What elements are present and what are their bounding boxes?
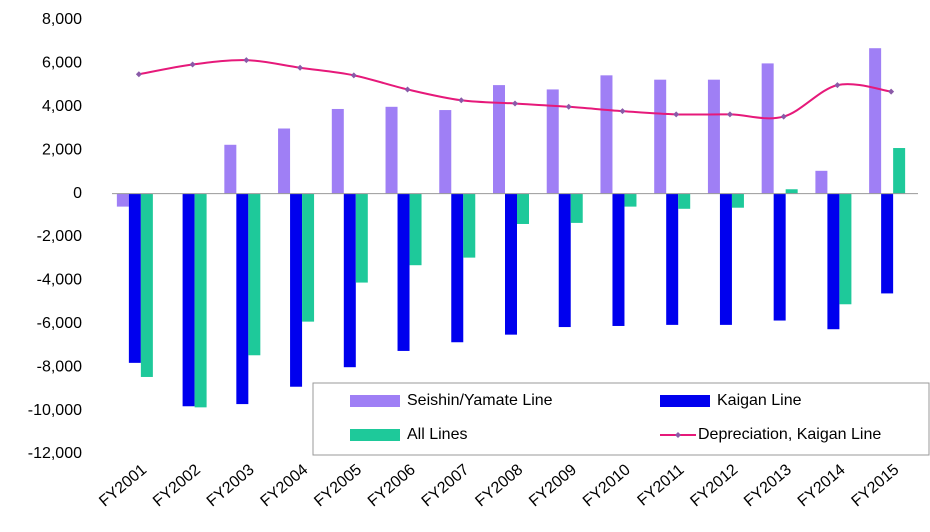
bar xyxy=(654,79,667,194)
legend-swatch xyxy=(675,432,681,438)
bar xyxy=(278,128,291,194)
x-tick-label: FY2002 xyxy=(150,461,204,510)
y-tick-label: 0 xyxy=(73,185,82,202)
bar xyxy=(624,193,637,207)
point xyxy=(888,88,895,95)
bar xyxy=(493,85,505,194)
x-tick-label: FY2007 xyxy=(419,461,473,510)
bar xyxy=(570,193,583,223)
bar xyxy=(409,193,422,266)
legend-label: Kaigan Line xyxy=(717,392,802,409)
bar xyxy=(839,193,852,305)
bar xyxy=(719,193,732,325)
x-tick-label: FY2014 xyxy=(795,461,849,510)
y-tick-label: -12,000 xyxy=(28,445,82,462)
bar xyxy=(451,193,464,343)
bar xyxy=(707,79,720,194)
legend-label: All Lines xyxy=(407,426,467,443)
legend-box xyxy=(312,382,930,456)
point xyxy=(512,100,518,107)
point xyxy=(458,97,465,104)
point xyxy=(404,86,411,93)
x-tick-label: FY2006 xyxy=(365,461,419,510)
x-tick-label: FY2005 xyxy=(311,461,365,510)
bar xyxy=(331,108,344,194)
bar xyxy=(140,193,153,377)
bar xyxy=(815,170,828,194)
bar xyxy=(236,193,249,405)
bar xyxy=(182,193,195,407)
bar xyxy=(881,193,894,294)
point xyxy=(619,108,626,115)
x-tick-label: FY2012 xyxy=(687,461,741,510)
x-tick-label: FY2015 xyxy=(849,461,903,510)
y-tick-label: 6,000 xyxy=(42,55,82,72)
x-tick-label: FY2004 xyxy=(257,461,311,510)
point xyxy=(350,72,357,79)
bar xyxy=(558,193,571,328)
bar xyxy=(773,193,786,321)
point xyxy=(726,111,733,118)
bar xyxy=(546,89,559,194)
legend-swatch xyxy=(350,429,400,441)
bar xyxy=(302,193,315,322)
x-tick-label: FY2008 xyxy=(472,461,526,510)
legend-swatch xyxy=(350,395,400,407)
bar xyxy=(600,75,613,194)
bar xyxy=(678,193,691,209)
bar xyxy=(116,193,129,207)
bar xyxy=(893,148,906,194)
bar xyxy=(869,48,882,194)
bar xyxy=(128,193,141,363)
bar xyxy=(248,193,261,356)
bar xyxy=(343,193,356,368)
legend-swatch xyxy=(660,395,710,407)
y-tick-label: -8,000 xyxy=(37,358,82,375)
y-tick-label: 4,000 xyxy=(42,98,82,115)
bar xyxy=(290,193,303,387)
bar xyxy=(666,193,679,325)
point xyxy=(834,82,841,89)
point xyxy=(297,64,304,71)
bar xyxy=(224,144,237,194)
legend-label: Seishin/Yamate Line xyxy=(407,392,553,409)
bar xyxy=(517,193,529,224)
bar xyxy=(785,189,798,194)
bar xyxy=(439,110,452,194)
point xyxy=(243,57,250,64)
point xyxy=(780,113,787,120)
point xyxy=(189,61,196,68)
bar xyxy=(761,63,774,194)
y-tick-label: -6,000 xyxy=(37,315,82,332)
bar xyxy=(731,193,744,208)
bar xyxy=(385,106,398,194)
legend-label: Depreciation, Kaigan Line xyxy=(698,426,881,443)
x-tick-label: FY2013 xyxy=(741,461,795,510)
x-tick-label: FY2003 xyxy=(204,461,258,510)
bar xyxy=(827,193,840,330)
y-tick-label: 2,000 xyxy=(42,141,82,158)
point xyxy=(673,111,680,118)
point xyxy=(135,71,142,78)
bar xyxy=(355,193,368,283)
x-tick-label: FY2009 xyxy=(526,461,580,510)
bar xyxy=(194,193,207,408)
bar xyxy=(505,193,517,335)
bar xyxy=(463,193,476,258)
line xyxy=(138,59,892,120)
y-tick-label: -10,000 xyxy=(28,402,82,419)
x-tick-label: FY2010 xyxy=(580,461,634,510)
bar xyxy=(612,193,625,326)
point xyxy=(565,103,572,110)
y-tick-label: -2,000 xyxy=(37,228,82,245)
y-tick-label: 8,000 xyxy=(42,11,82,28)
x-tick-label: FY2011 xyxy=(635,461,688,509)
x-tick-label: FY2001 xyxy=(96,461,150,510)
y-tick-label: -4,000 xyxy=(37,272,82,289)
bar xyxy=(397,193,410,351)
